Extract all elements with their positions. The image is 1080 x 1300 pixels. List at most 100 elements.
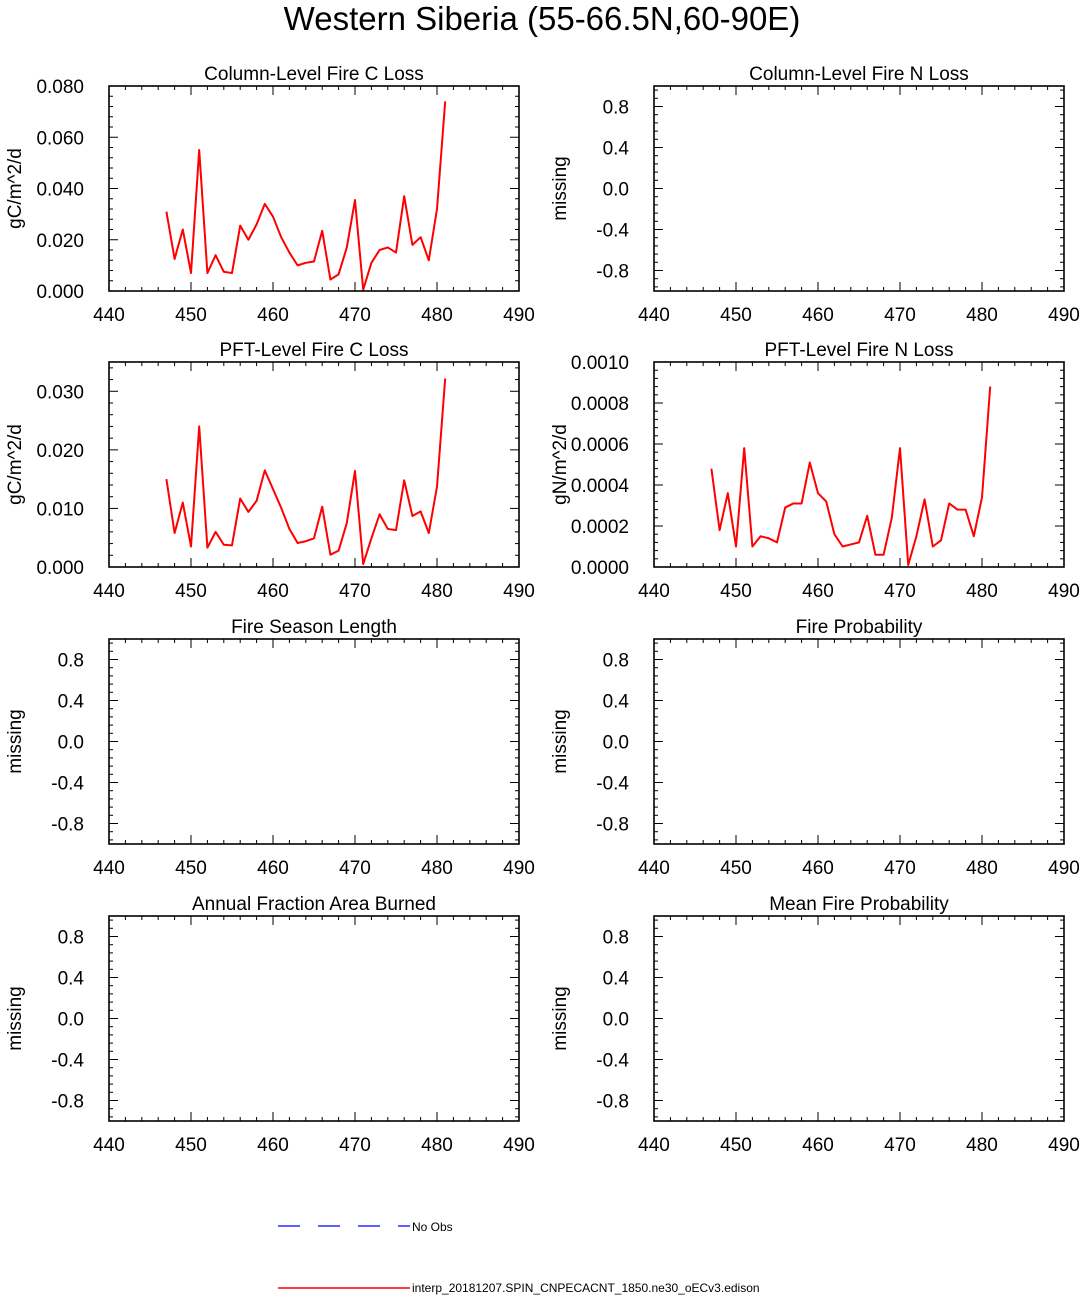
x-tick-label: 490 bbox=[1048, 858, 1080, 879]
series-line bbox=[710, 386, 992, 566]
y-tick-label: 0.080 bbox=[36, 77, 84, 98]
chart-panel: Fire Season Length missing 440 450 460 470 480… bbox=[5, 617, 535, 879]
y-tick-label: 0.0000 bbox=[571, 558, 629, 579]
panel-title: Fire Season Length bbox=[231, 617, 397, 638]
y-tick-label: 0.8 bbox=[58, 651, 84, 672]
x-tick-label: 490 bbox=[503, 1135, 535, 1156]
y-tick-label: 0.4 bbox=[603, 969, 630, 990]
y-tick-label: 0.060 bbox=[36, 128, 84, 149]
panel-title: Mean Fire Probability bbox=[769, 894, 949, 915]
y-axis-label: missing bbox=[550, 709, 571, 773]
series-line bbox=[165, 101, 447, 291]
x-tick-label: 450 bbox=[175, 858, 207, 879]
panels: Column-Level Fire C Loss gC/m^2/d 440 450 46… bbox=[5, 64, 1080, 1156]
x-tick-label: 490 bbox=[1048, 1135, 1080, 1156]
y-tick-label: 0.0 bbox=[58, 733, 84, 754]
plot-frame bbox=[653, 915, 1065, 1122]
x-tick-label: 440 bbox=[93, 305, 125, 326]
panel-title: PFT-Level Fire C Loss bbox=[220, 340, 409, 361]
x-tick-label: 440 bbox=[638, 581, 670, 602]
y-tick-label: 0.0004 bbox=[571, 476, 630, 497]
y-axis-label: missing bbox=[5, 709, 26, 773]
chart-panel: PFT-Level Fire N Loss gN/m^2/d 440 450 460 47… bbox=[550, 340, 1080, 602]
y-tick-label: 0.8 bbox=[603, 928, 629, 949]
y-tick-label: 0.020 bbox=[36, 231, 84, 252]
y-tick-label: 0.0 bbox=[603, 180, 629, 201]
x-tick-label: 450 bbox=[175, 305, 207, 326]
chart-panel: Column-Level Fire N Loss missing 440 450 460… bbox=[550, 64, 1080, 326]
x-tick-label: 480 bbox=[966, 858, 998, 879]
y-tick-label: 0.0006 bbox=[571, 435, 629, 456]
x-tick-label: 460 bbox=[802, 581, 834, 602]
x-tick-label: 470 bbox=[884, 305, 916, 326]
y-tick-label: 0.0008 bbox=[571, 394, 629, 415]
plot-frame bbox=[108, 361, 520, 568]
chart-panel: Mean Fire Probability missing 440 450 460 470… bbox=[550, 894, 1080, 1156]
x-tick-label: 460 bbox=[257, 858, 289, 879]
series-line bbox=[165, 378, 447, 566]
y-axis-label: gN/m^2/d bbox=[550, 424, 571, 505]
x-tick-label: 470 bbox=[884, 858, 916, 879]
x-tick-label: 460 bbox=[257, 1135, 289, 1156]
x-tick-label: 470 bbox=[339, 1135, 371, 1156]
chart-panel: Fire Probability missing 440 450 460 470 480 49… bbox=[550, 617, 1080, 879]
x-tick-label: 440 bbox=[638, 858, 670, 879]
plot-frame bbox=[653, 361, 1065, 568]
x-tick-label: 480 bbox=[966, 581, 998, 602]
y-tick-label: -0.8 bbox=[51, 1092, 84, 1113]
y-tick-label: 0.8 bbox=[603, 98, 629, 119]
x-tick-label: 450 bbox=[175, 581, 207, 602]
x-tick-label: 470 bbox=[339, 581, 371, 602]
legend-model-label: interp_20181207.SPIN_CNPECACNT_1850.ne30… bbox=[412, 1281, 760, 1295]
panel-title: PFT-Level Fire N Loss bbox=[765, 340, 954, 361]
y-tick-label: 0.030 bbox=[36, 382, 84, 403]
y-axis-label: missing bbox=[550, 156, 571, 220]
y-tick-label: -0.4 bbox=[596, 774, 629, 795]
y-tick-label: -0.8 bbox=[596, 815, 629, 836]
x-tick-label: 480 bbox=[421, 581, 453, 602]
y-tick-label: 0.4 bbox=[603, 139, 630, 160]
y-tick-label: 0.4 bbox=[58, 692, 85, 713]
x-tick-label: 480 bbox=[966, 1135, 998, 1156]
x-tick-label: 450 bbox=[720, 305, 752, 326]
x-tick-label: 450 bbox=[175, 1135, 207, 1156]
y-tick-label: -0.8 bbox=[51, 815, 84, 836]
x-tick-label: 470 bbox=[884, 581, 916, 602]
plot-frame bbox=[108, 85, 520, 292]
y-tick-label: 0.8 bbox=[603, 651, 629, 672]
y-tick-label: 0.0 bbox=[603, 1010, 629, 1031]
x-tick-label: 480 bbox=[966, 305, 998, 326]
y-tick-label: 0.4 bbox=[58, 969, 85, 990]
chart-panel: Column-Level Fire C Loss gC/m^2/d 440 450 46… bbox=[5, 64, 535, 326]
x-tick-label: 490 bbox=[503, 305, 535, 326]
y-axis-label: missing bbox=[550, 986, 571, 1050]
panel-title: Fire Probability bbox=[796, 617, 923, 638]
y-tick-label: -0.4 bbox=[596, 1051, 629, 1072]
y-tick-label: 0.000 bbox=[36, 282, 84, 303]
y-tick-label: 0.0010 bbox=[571, 353, 629, 374]
y-tick-label: 0.0002 bbox=[571, 517, 629, 538]
y-tick-label: 0.0 bbox=[603, 733, 629, 754]
x-tick-label: 480 bbox=[421, 1135, 453, 1156]
y-tick-label: 0.000 bbox=[36, 558, 84, 579]
x-tick-label: 440 bbox=[93, 1135, 125, 1156]
figure-title: Western Siberia (55-66.5N,60-90E) bbox=[284, 0, 801, 37]
panel-title: Column-Level Fire N Loss bbox=[749, 64, 969, 85]
y-axis-label: missing bbox=[5, 986, 26, 1050]
x-tick-label: 450 bbox=[720, 581, 752, 602]
x-tick-label: 490 bbox=[503, 581, 535, 602]
x-tick-label: 460 bbox=[257, 305, 289, 326]
x-tick-label: 480 bbox=[421, 858, 453, 879]
plot-frame bbox=[653, 85, 1065, 292]
x-tick-label: 440 bbox=[93, 858, 125, 879]
x-tick-label: 460 bbox=[257, 581, 289, 602]
x-tick-label: 490 bbox=[503, 858, 535, 879]
y-tick-label: -0.4 bbox=[596, 221, 629, 242]
x-tick-label: 460 bbox=[802, 858, 834, 879]
plot-frame bbox=[108, 915, 520, 1122]
x-tick-label: 450 bbox=[720, 1135, 752, 1156]
y-tick-label: 0.020 bbox=[36, 441, 84, 462]
x-tick-label: 470 bbox=[884, 1135, 916, 1156]
y-tick-label: -0.4 bbox=[51, 1051, 84, 1072]
plot-frame bbox=[108, 638, 520, 845]
